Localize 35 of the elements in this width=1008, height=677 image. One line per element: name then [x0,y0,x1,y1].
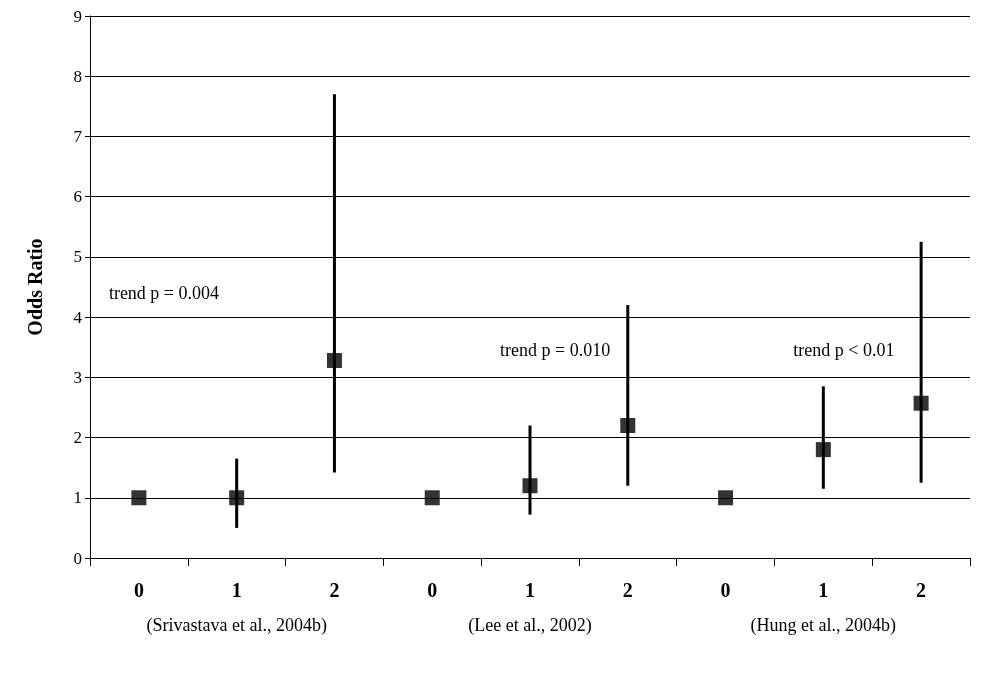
x-tick-label: 2 [329,579,340,601]
x-tick-label: 2 [622,579,633,601]
y-tick-label: 8 [73,66,82,86]
annotation: trend p = 0.010 [500,340,611,361]
x-tick-label: 1 [525,579,535,601]
point [620,418,636,434]
y-tick-label: 0 [73,548,82,568]
annotation: trend p = 0.004 [108,283,220,304]
text: (Lee et al., 2002) [468,615,592,636]
text: (Srivastava et al., 2004b) [146,615,327,636]
y-tick-label: 9 [73,6,82,26]
annotation: trend p < 0.01 [793,340,895,361]
y-tick-label: 4 [73,307,83,327]
y-tick-label: 7 [73,126,83,146]
point [913,395,929,411]
x-tick-label: 1 [231,579,242,601]
y-axis-title: Odds Ratio [24,238,46,336]
x-tick-label: 2 [916,579,927,601]
x-tick-label: 0 [427,579,438,601]
y-tick-label: 5 [73,247,82,267]
y-tick-label: 6 [73,187,82,207]
point [718,490,734,506]
y-tick-label: 1 [73,488,82,508]
point [522,478,538,494]
point [131,490,147,506]
point [424,490,440,506]
x-tick-label: 0 [133,579,144,601]
point [326,352,342,368]
point [815,442,831,458]
y-tick-label: 3 [73,367,82,387]
x-tick-label: 1 [818,579,829,601]
text: (Hung et al., 2004b) [750,615,897,636]
point [229,490,245,506]
y-tick-label: 2 [73,428,82,448]
x-tick-label: 0 [720,579,731,601]
